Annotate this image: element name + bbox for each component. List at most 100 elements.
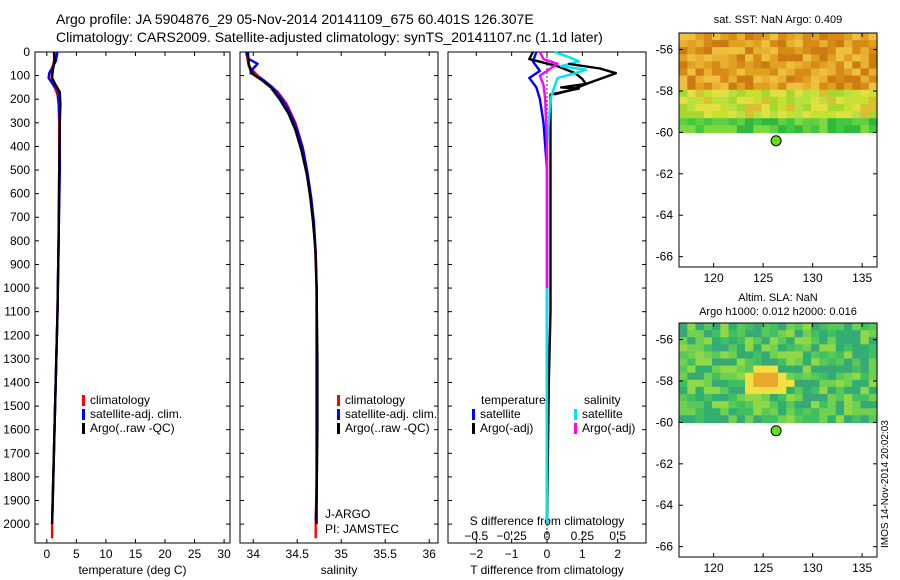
depth-tick-label: 1500 (3, 399, 30, 413)
salinity-axes-frame (239, 51, 439, 544)
depth-tick-label: 300 (10, 116, 30, 130)
imos-timestamp: IMOS 14-Nov-2014 20:02:03 (880, 420, 891, 548)
legend-swatch (337, 409, 340, 420)
sla_map-lon-tick-label: 120 (704, 561, 724, 575)
temperature-axes-frame (34, 51, 231, 544)
sst_map-lat-tick-label: -58 (656, 84, 674, 98)
sst_map-lon-tick-label: 130 (803, 271, 823, 285)
depth-tick-label: 1300 (3, 352, 30, 366)
legend-swatch (574, 423, 577, 434)
depth-tick-label: 600 (10, 187, 30, 201)
salinity-x-axis-label: salinity (321, 563, 358, 577)
legend-swatch (82, 409, 85, 420)
sst_map-lon-tick-label: 120 (704, 271, 724, 285)
sla_map-lat-tick-label: -66 (656, 540, 674, 554)
sla_map-lat-tick-label: -58 (656, 374, 674, 388)
legend-swatch (574, 409, 577, 420)
depth-tick-label: 1100 (4, 305, 30, 319)
sst_map-frame (678, 32, 878, 268)
depth-tick-label: 2000 (3, 517, 30, 531)
depth-tick-label: 400 (10, 139, 30, 153)
title-line-1: Argo profile: JA 5904876_29 05-Nov-2014 … (56, 11, 534, 27)
sst_map-lon-tick-label: 135 (852, 271, 872, 285)
difference-x-tick-label: −1 (505, 547, 519, 561)
sla_map-argo-location-marker (770, 425, 782, 437)
sst-map-panel: 120 125 130 135 -56 -58 -60 -62 -64 -66 sat. SST: … (656, 14, 878, 285)
legend-entry: climatology (90, 393, 150, 407)
sla_map-lon-tick-label: 135 (852, 561, 872, 575)
institution-annotation: J-ARGO (325, 507, 370, 521)
legend-swatch (472, 409, 475, 420)
sla_map-heat-field (679, 323, 878, 423)
temperature-x-tick-label: 20 (158, 547, 172, 561)
difference-series-temperature-argo-adj- (528, 51, 588, 525)
legend-entry: Argo(..raw -QC) (90, 421, 175, 435)
title-line-2: Climatology: CARS2009. Satellite-adjuste… (56, 29, 603, 45)
depth-tick-label: 1800 (3, 470, 30, 484)
salinity-profile-panel: 34 34.5 35 35.5 36 salinity climatologysatelli… (239, 51, 439, 577)
temperature-x-tick-label: 5 (73, 547, 80, 561)
legend-entry: satellite-adj. clim. (345, 407, 437, 421)
temperature-x-tick-label: 15 (129, 547, 143, 561)
sst_map-lon-tick-label: 125 (753, 271, 773, 285)
difference-top-tick-label: −0.25 (496, 529, 527, 543)
legend-swatch (82, 395, 85, 406)
sla_map-lat-tick-label: -60 (656, 415, 674, 429)
sla_map-lat-tick-label: -62 (656, 457, 674, 471)
sla_map-title: Altim. SLA: NaN (738, 292, 818, 304)
legend-entry: Argo(..raw -QC) (345, 421, 430, 435)
legend-entry: satellite (480, 407, 521, 421)
sla_map-lon-tick-label: 125 (753, 561, 773, 575)
legend-swatch (337, 395, 340, 406)
sst_map-title: sat. SST: NaN Argo: 0.409 (714, 14, 842, 26)
sst_map-heat-field (679, 33, 878, 133)
sst_map-lat-tick-label: -64 (656, 208, 674, 222)
sst_map-lat-tick-label: -62 (656, 167, 674, 181)
legend-group-temperature: temperature (481, 393, 546, 407)
legend-swatch (472, 423, 475, 434)
sst_map-lat-tick-label: -66 (656, 250, 674, 264)
temperature-x-tick-label: 30 (217, 547, 231, 561)
depth-tick-label: 0 (23, 45, 30, 59)
difference-top-tick-label: −0.5 (464, 529, 488, 543)
difference-x-tick-label: 1 (579, 547, 586, 561)
difference-series-temperature-argo-highlight (553, 62, 618, 96)
sla-map-panel: 120 125 130 135 -56 -58 -60 -62 -64 -66 Altim. SLA… (656, 292, 878, 575)
temperature-x-tick-label: 10 (99, 547, 113, 561)
sst_map-argo-location-marker (770, 135, 782, 147)
legend-group-salinity: salinity (584, 393, 621, 407)
legend-entry: satellite-adj. clim. (90, 407, 182, 421)
difference-series-salinity-argo-adj- (538, 51, 559, 289)
sla_map-frame (678, 322, 878, 558)
temperature-series-argo-raw-qc- (50, 51, 62, 525)
temperature-profile-panel: 0100200300400500600700800900100011001200… (3, 45, 231, 577)
temperature-x-tick-label: 0 (43, 547, 50, 561)
sst_map-lat-tick-label: -56 (656, 43, 674, 57)
depth-tick-label: 700 (10, 210, 30, 224)
legend-swatch (337, 423, 340, 434)
depth-tick-label: 900 (10, 257, 30, 271)
difference-x-tick-label: −2 (469, 547, 483, 561)
depth-tick-label: 100 (10, 69, 30, 83)
depth-tick-label: 1600 (3, 423, 30, 437)
depth-tick-label: 500 (10, 163, 30, 177)
legend-entry: satellite (582, 407, 623, 421)
difference-x-tick-label: 2 (614, 547, 621, 561)
salinity-x-tick-label: 34 (247, 547, 261, 561)
temperature-x-axis-label: temperature (deg C) (78, 563, 186, 577)
difference-top-tick-label: 0.5 (609, 529, 626, 543)
legend-entry: Argo(-adj) (480, 421, 533, 435)
depth-tick-label: 1200 (3, 328, 30, 342)
depth-tick-label: 1900 (3, 494, 30, 508)
legend-entry: climatology (345, 393, 405, 407)
sst_map-lat-tick-label: -60 (656, 125, 674, 139)
salinity-x-tick-label: 36 (423, 547, 437, 561)
legend-swatch (82, 423, 85, 434)
salinity-x-tick-label: 35 (335, 547, 349, 561)
sla_map-lon-tick-label: 130 (803, 561, 823, 575)
sla_map-lat-tick-label: -64 (656, 498, 674, 512)
salinity-series-argo-raw-qc- (246, 51, 319, 525)
difference-top-tick-label: 0.25 (571, 529, 595, 543)
